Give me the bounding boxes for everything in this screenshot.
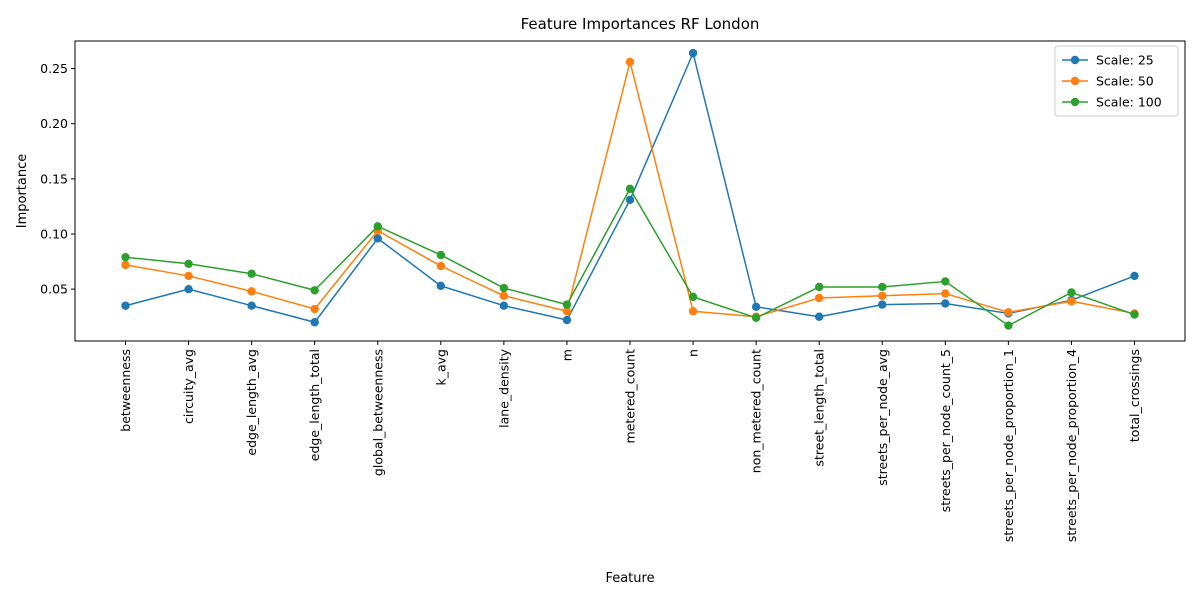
legend-box: [1054, 45, 1179, 117]
data-point: [247, 301, 256, 310]
data-point: [1004, 321, 1013, 330]
data-point: [562, 315, 572, 325]
data-point: [688, 48, 698, 58]
data-point: [310, 286, 319, 295]
data-point: [1067, 288, 1076, 297]
legend-item: Scale: 25: [1062, 53, 1154, 68]
data-point: [625, 184, 635, 193]
data-point: [625, 195, 635, 205]
data-point: [184, 259, 193, 268]
data-point: [499, 301, 509, 310]
x-tick-label: n: [686, 349, 701, 357]
data-point: [499, 283, 509, 293]
x-tick-label: streets_per_node_count_5: [938, 349, 953, 512]
data-point: [1130, 310, 1139, 319]
series-3: [121, 184, 1139, 330]
x-tick-label: street_length_total: [812, 349, 827, 467]
data-point: [878, 291, 887, 300]
series-2: [121, 57, 1139, 321]
y-tick-label: 0.10: [40, 227, 68, 242]
data-point: [625, 57, 635, 67]
chart-title: Feature Importances RF London: [521, 15, 760, 33]
series-layer: [121, 48, 1139, 330]
x-tick-label: edge_length_total: [307, 349, 322, 461]
legend-item: Scale: 100: [1062, 95, 1162, 110]
data-point: [688, 292, 698, 302]
data-point: [751, 302, 761, 312]
data-point: [121, 301, 130, 310]
y-tick-label: 0.05: [40, 282, 68, 297]
data-point: [436, 281, 446, 291]
x-tick-label: metered_count: [623, 349, 638, 444]
y-tick-label: 0.25: [40, 61, 68, 76]
data-point: [878, 300, 887, 309]
data-point: [941, 289, 950, 298]
x-tick-label: streets_per_node_avg: [875, 349, 890, 486]
data-point: [941, 299, 950, 308]
x-tick-label: lane_density: [496, 348, 511, 427]
x-tick-label: non_metered_count: [749, 349, 764, 473]
legend-label: Scale: 100: [1096, 95, 1162, 110]
data-point: [184, 284, 193, 294]
x-tick-label: circuity_avg: [181, 349, 196, 424]
data-point: [814, 312, 824, 321]
legend-swatch-marker: [1070, 55, 1080, 65]
x-tick-label: total_crossings: [1127, 349, 1142, 442]
legend-label: Scale: 50: [1096, 74, 1154, 89]
data-point: [310, 304, 319, 314]
x-tick-label: global_betweenness: [370, 349, 385, 476]
y-tick-label: 0.15: [40, 171, 68, 186]
data-point: [121, 252, 130, 262]
y-axis-label: Importance: [15, 154, 30, 229]
y-axis: 0.05 0.10 0.15 0.20 0.25: [40, 61, 75, 297]
data-point: [436, 261, 446, 271]
data-point: [1130, 271, 1139, 281]
legend-item: Scale: 50: [1062, 74, 1154, 89]
x-tick-label: streets_per_node_proportion_4: [1064, 349, 1079, 542]
data-point: [562, 300, 572, 309]
legend-swatch-marker: [1070, 76, 1080, 86]
legend: Scale: 25 Scale: 50 Scale: 100: [1054, 45, 1179, 117]
data-point: [436, 250, 446, 260]
data-point: [751, 313, 761, 323]
data-point: [247, 269, 256, 278]
legend-swatch-marker: [1070, 97, 1080, 107]
data-point: [247, 287, 256, 296]
x-axis-label: Feature: [605, 571, 654, 586]
legend-label: Scale: 25: [1096, 53, 1154, 68]
y-tick-label: 0.20: [40, 116, 68, 131]
data-point: [814, 293, 824, 303]
x-tick-label: m: [559, 349, 574, 361]
data-point: [941, 277, 950, 286]
x-tick-label: edge_length_avg: [244, 349, 259, 456]
data-point: [184, 271, 193, 281]
x-tick-label: streets_per_node_proportion_1: [1001, 349, 1016, 542]
data-point: [1004, 308, 1013, 317]
data-point: [814, 282, 824, 292]
data-point: [310, 318, 319, 327]
x-axis: betweenness circuity_avg edge_length_avg ed…: [118, 341, 1142, 542]
data-point: [1067, 297, 1076, 306]
data-point: [688, 307, 698, 316]
data-point: [373, 222, 382, 231]
data-point: [121, 260, 130, 270]
data-point: [878, 282, 887, 292]
data-point: [373, 234, 382, 243]
x-tick-label: k_avg: [433, 349, 448, 385]
x-tick-label: betweenness: [118, 349, 133, 432]
data-point: [499, 291, 509, 300]
data-point: [562, 307, 572, 316]
